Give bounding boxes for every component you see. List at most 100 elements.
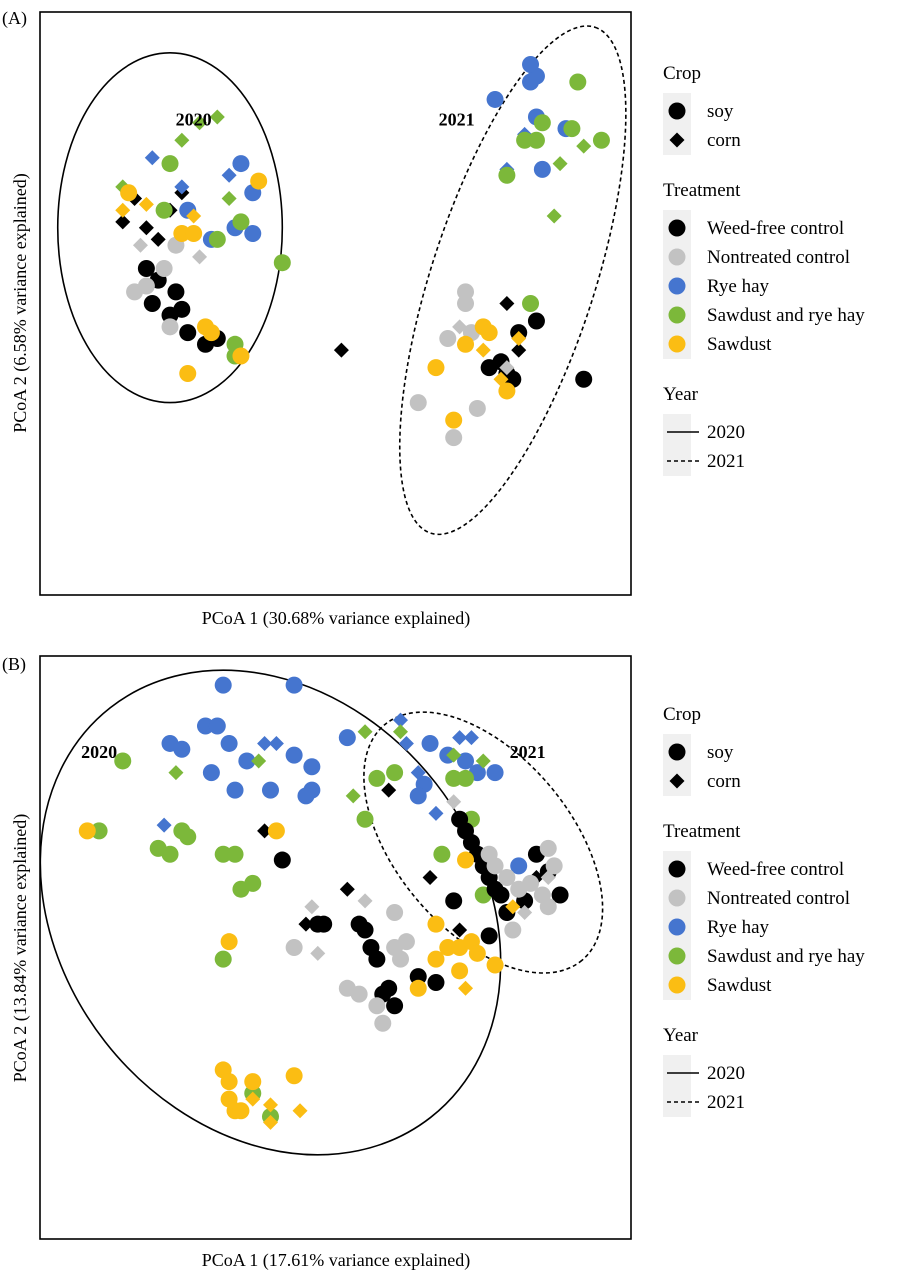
year-annotation: 2021 [439, 110, 475, 130]
data-point [115, 202, 131, 218]
data-point [457, 295, 475, 312]
data-point [480, 324, 498, 342]
data-point [445, 769, 463, 787]
legend-key-soy [668, 743, 686, 761]
year-ellipse-2020 [39, 669, 502, 1156]
legend-label: Rye hay [707, 276, 770, 297]
legend-key-treatment [668, 976, 686, 994]
data-point [458, 980, 474, 996]
data-point [539, 898, 557, 916]
data-point [173, 225, 191, 243]
data-point [137, 277, 155, 295]
data-point [428, 805, 444, 821]
data-point [221, 191, 237, 207]
data-point [208, 717, 226, 735]
data-point [457, 752, 475, 770]
data-point [226, 781, 244, 799]
data-point [457, 283, 475, 301]
legend-label: 2020 [707, 422, 745, 443]
data-point [463, 730, 479, 746]
data-point [244, 874, 262, 892]
data-point [563, 120, 581, 138]
data-point [380, 979, 398, 997]
data-point [156, 817, 172, 833]
data-point [138, 220, 154, 236]
data-point [245, 1091, 261, 1107]
data-point [285, 939, 303, 956]
data-point [303, 758, 321, 776]
data-point [202, 764, 220, 782]
legend-key-treatment [668, 219, 686, 237]
data-point [545, 857, 563, 875]
data-point [533, 114, 551, 132]
data-point [393, 712, 409, 728]
legend-title-treatment: Treatment [663, 821, 741, 842]
panel-b: (B) 2020 2021 PCoA 1 (17.61% variance exp… [2, 654, 865, 1271]
data-point [381, 782, 397, 798]
data-point [315, 915, 333, 933]
data-point [273, 851, 291, 869]
data-point [214, 950, 232, 968]
data-point [498, 382, 516, 400]
legend-label: soy [707, 101, 734, 122]
data-point [173, 300, 191, 318]
legend-label: Sawdust and rye hay [707, 946, 865, 967]
legend-title-crop: Crop [663, 704, 701, 725]
data-point [214, 845, 232, 863]
data-point [114, 752, 132, 770]
data-point [250, 172, 268, 190]
data-point [386, 904, 404, 922]
year-ellipse-2021 [363, 711, 604, 974]
data-point [273, 254, 291, 272]
data-point [179, 364, 197, 382]
data-point [499, 296, 515, 311]
y-axis-label: PCoA 2 (13.84% variance explained) [10, 814, 31, 1082]
data-point [220, 734, 238, 752]
data-point [220, 933, 238, 951]
data-point [393, 724, 409, 740]
data-point [511, 330, 527, 346]
data-point [368, 769, 386, 787]
data-point [285, 746, 303, 764]
data-point [150, 231, 166, 247]
data-point [486, 90, 504, 108]
data-point [78, 822, 96, 840]
data-point [498, 166, 516, 184]
data-point [569, 73, 587, 91]
data-point [552, 156, 568, 172]
legend-label: corn [707, 130, 741, 151]
data-point [445, 892, 463, 910]
data-point [439, 939, 457, 956]
data-point [452, 730, 468, 746]
data-point [357, 724, 373, 740]
legend-key-soy [668, 102, 686, 120]
data-point [498, 869, 516, 887]
panel-a: (A) 2020 2021 PCoA 1 (30.68% variance exp… [2, 8, 865, 629]
data-point [143, 295, 161, 312]
data-point [192, 249, 208, 265]
data-point [267, 822, 285, 840]
data-point [422, 870, 438, 886]
data-point [155, 201, 173, 219]
data-point [161, 318, 179, 336]
data-point [551, 886, 569, 904]
data-point [238, 752, 256, 770]
legend-key-corn [669, 773, 685, 789]
data-point [480, 359, 498, 377]
data-point [339, 881, 355, 897]
data-point [475, 342, 491, 358]
legend-key-corn [669, 132, 685, 148]
year-annotation: 2021 [510, 742, 546, 762]
data-point [138, 196, 154, 212]
plot-area: 2020 2021 [39, 669, 604, 1156]
legend-key-treatment [668, 248, 686, 266]
data-point [292, 1103, 308, 1119]
data-point [433, 845, 451, 863]
data-point [168, 765, 184, 781]
data-point [202, 324, 220, 342]
data-point [398, 735, 414, 751]
data-point [392, 950, 410, 968]
data-point [527, 312, 545, 330]
data-point [409, 968, 427, 986]
